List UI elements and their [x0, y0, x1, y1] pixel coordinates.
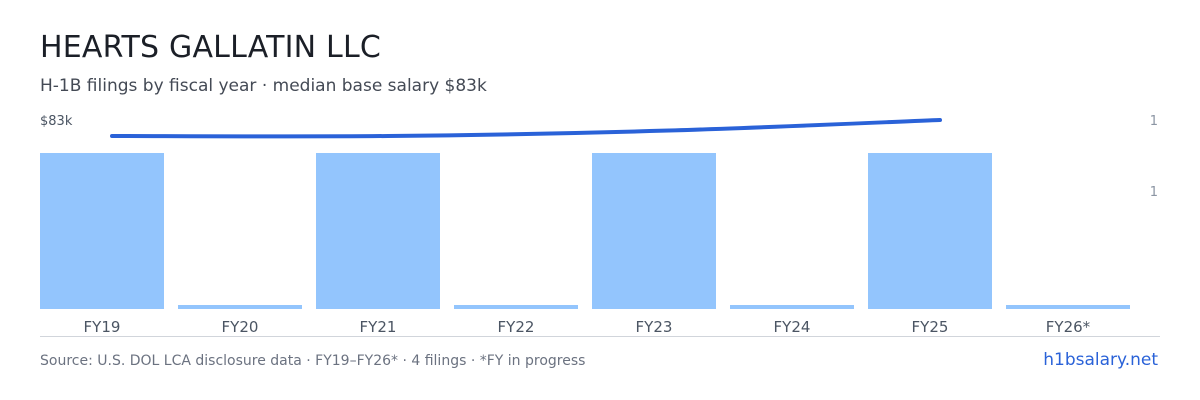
right-axis-tick: 1: [1150, 185, 1158, 200]
x-tick-label: FY24: [774, 318, 811, 336]
chart-title: HEARTS GALLATIN LLC: [40, 30, 382, 65]
x-tick-label: FY19: [84, 318, 121, 336]
bar-fy22: [454, 305, 578, 309]
x-tick-label: FY25: [912, 318, 949, 336]
salary-line: [110, 118, 942, 139]
chart-subtitle: H-1B filings by fiscal year · median bas…: [40, 76, 487, 96]
bar-fy20: [178, 305, 302, 309]
bar-fy21: [316, 153, 440, 309]
bar-fy26: [1006, 305, 1130, 309]
bar-fy23: [592, 153, 716, 309]
right-axis-tick: 1: [1150, 114, 1158, 129]
x-tick-label: FY26*: [1046, 318, 1091, 336]
x-tick-label: FY23: [636, 318, 673, 336]
brand-link[interactable]: h1bsalary.net: [1043, 350, 1158, 370]
x-tick-label: FY21: [360, 318, 397, 336]
x-tick-label: FY20: [222, 318, 259, 336]
bar-fy19: [40, 153, 164, 309]
left-axis-label: $83k: [40, 114, 73, 129]
bar-fy24: [730, 305, 854, 309]
bar-fy25: [868, 153, 992, 309]
source-note: Source: U.S. DOL LCA disclosure data · F…: [40, 353, 586, 369]
x-tick-label: FY22: [498, 318, 535, 336]
